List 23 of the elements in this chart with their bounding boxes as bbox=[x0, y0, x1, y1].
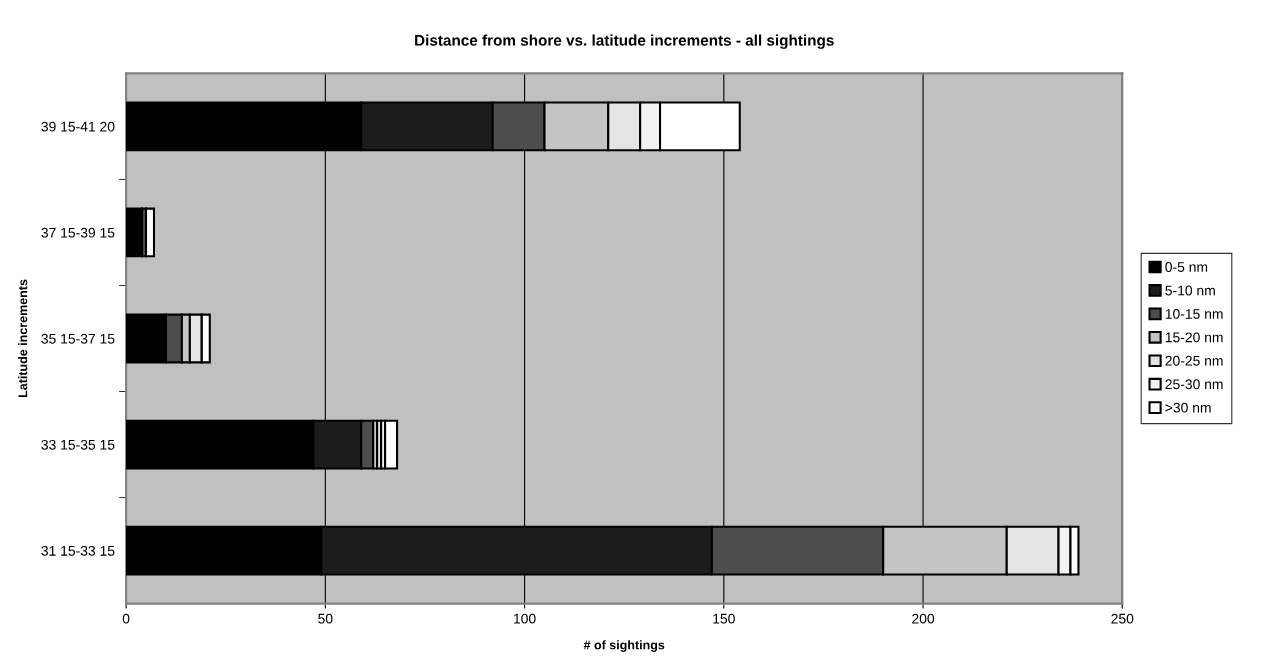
x-tick-label: 200 bbox=[912, 613, 935, 624]
x-tick-label: 250 bbox=[1111, 613, 1134, 624]
y-tick-label: 33 15-35 15 bbox=[41, 439, 115, 450]
y-tick-label: 39 15-41 20 bbox=[41, 121, 115, 132]
legend-label: 0-5 nm bbox=[1165, 262, 1208, 272]
legend-label: 5-10 nm bbox=[1165, 285, 1215, 296]
y-tick-label: 31 15-33 15 bbox=[41, 545, 115, 556]
legend-label: 20-25 nm bbox=[1165, 355, 1223, 366]
legend-label: 15-20 nm bbox=[1165, 332, 1223, 343]
legend-label: 25-30 nm bbox=[1165, 379, 1223, 390]
chart-title: Distance from shore vs. latitude increments - all sightings bbox=[415, 34, 834, 49]
x-tick-label: 0 bbox=[122, 613, 130, 624]
legend-label: >30 nm bbox=[1165, 402, 1211, 413]
legend-label: 10-15 nm bbox=[1165, 309, 1223, 319]
y-tick-label: 35 15-37 15 bbox=[41, 333, 115, 344]
y-axis-title: Latitude increments bbox=[18, 279, 28, 398]
bar bbox=[144, 207, 156, 258]
x-tick-label: 50 bbox=[318, 613, 333, 624]
bar bbox=[384, 419, 399, 470]
x-axis-title: # of sightings bbox=[583, 640, 665, 652]
x-tick-label: 150 bbox=[713, 613, 735, 624]
x-tick-label: 100 bbox=[514, 613, 536, 624]
y-tick-label: 37 15-39 15 bbox=[41, 227, 115, 238]
